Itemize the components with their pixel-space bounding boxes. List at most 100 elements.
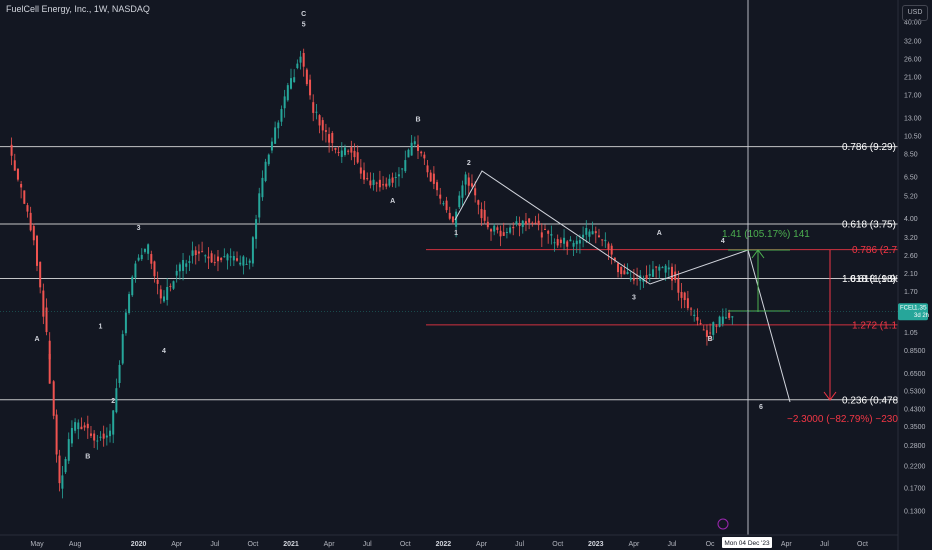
candle-body <box>175 270 178 276</box>
candle-body <box>436 182 439 191</box>
candle-body <box>429 172 432 182</box>
fib-level-label: 1.618 (1.98) <box>842 274 896 285</box>
candle-body <box>283 96 286 109</box>
candle-body <box>13 160 16 171</box>
candle-body <box>77 422 80 430</box>
time-axis[interactable]: May Aug 2020 Apr Jul Oct 2021 Apr Jul Oct 2022 Apr J… <box>0 534 898 548</box>
candle-body <box>223 256 226 258</box>
wave-label: 4 <box>162 348 166 355</box>
candle-body <box>347 150 350 152</box>
candle-body <box>118 364 121 383</box>
candle-body <box>550 234 553 236</box>
candle-body <box>407 149 410 158</box>
fib-level-label-overlap: 0.618 (1.98) <box>850 274 904 285</box>
candle-body <box>470 183 473 187</box>
candle-body <box>185 263 188 267</box>
currency-button[interactable]: USD <box>902 5 928 21</box>
candle-body <box>563 237 566 244</box>
candle-body <box>721 316 724 324</box>
candle-body <box>521 220 524 227</box>
candle-body <box>99 436 102 438</box>
wave-label: 2 <box>467 160 471 167</box>
candle-body <box>439 194 442 199</box>
candle-body <box>274 127 277 144</box>
candle-body <box>423 154 426 159</box>
candle-body <box>23 190 26 204</box>
candle-body <box>540 232 543 238</box>
candle-body <box>410 142 413 156</box>
y-tick-label: 3.20 <box>904 235 918 242</box>
candle-body <box>131 276 134 296</box>
candle-body <box>502 232 505 236</box>
candle-body <box>651 269 654 277</box>
x-tick-label: Oct <box>400 541 411 548</box>
candle-body <box>286 85 289 101</box>
candle-body <box>204 255 207 257</box>
x-tick-label: Oct <box>857 541 868 548</box>
candle-body <box>159 289 162 299</box>
candle-body <box>613 257 616 261</box>
candle-body <box>220 257 223 261</box>
candle-body <box>197 251 200 254</box>
candle-body <box>712 322 715 335</box>
candle-body <box>559 239 562 244</box>
candle-body <box>191 250 194 256</box>
candle-body <box>178 264 181 272</box>
candle-body <box>648 273 651 276</box>
candle-body <box>363 170 366 180</box>
price-axis[interactable]: 40.00 32.00 26.00 21.00 17.00 13.00 10.50 8.50 6… <box>897 0 932 550</box>
candle-body <box>312 102 315 113</box>
candle-body <box>343 147 346 155</box>
candle-body <box>36 235 38 266</box>
candle-body <box>350 147 353 153</box>
price-axis-pane <box>898 0 932 550</box>
y-tick-label: 2.60 <box>904 253 918 260</box>
wave-labels: A B 1 2 3 4 C 5 A B 1 2 3 A B 4 6 <box>34 11 762 461</box>
candle-body <box>39 261 42 288</box>
wave-label: 3 <box>632 294 636 301</box>
candle-body <box>239 262 242 265</box>
y-tick-label: 13.00 <box>904 115 922 122</box>
x-tick-label: Jul <box>515 541 524 548</box>
candle-body <box>29 212 32 231</box>
candle-body <box>512 226 515 229</box>
candle-body <box>432 173 435 184</box>
candle-body <box>48 353 51 384</box>
candle-body <box>607 243 610 250</box>
candle-body <box>705 330 708 337</box>
candle-body <box>124 312 127 334</box>
candle-body <box>331 132 334 144</box>
wave-label: A <box>34 336 39 343</box>
x-tick-label: 2020 <box>131 541 147 548</box>
candle-body <box>474 188 477 196</box>
candle-body <box>509 227 512 233</box>
wave-label: 2 <box>111 398 115 405</box>
candle-body <box>248 260 251 263</box>
x-tick-label: Oc <box>706 541 715 548</box>
last-price-countdown: 3d 2h <box>914 313 929 319</box>
candle-body <box>232 256 235 261</box>
candle-body <box>188 261 191 263</box>
candle-body <box>318 115 321 126</box>
candle-body <box>404 160 407 172</box>
last-price-symbol: FCEL <box>900 306 916 312</box>
candle-body <box>461 185 464 198</box>
candle-body <box>58 455 61 484</box>
wave-label: B <box>85 454 90 461</box>
wave-label: B <box>415 116 420 123</box>
candle-body <box>537 220 540 226</box>
candle-body <box>213 262 216 264</box>
candle-body <box>696 317 699 321</box>
candle-body <box>645 275 648 280</box>
candle-body <box>277 122 280 129</box>
candle-body <box>397 174 400 177</box>
candle-body <box>372 179 375 186</box>
candle-body <box>534 222 537 224</box>
candle-body <box>105 435 108 438</box>
candle-body <box>296 63 299 69</box>
y-tick-label: 0.6500 <box>904 371 926 378</box>
candle-body <box>52 381 55 416</box>
candle-body <box>524 221 527 225</box>
candle-body <box>617 263 620 273</box>
